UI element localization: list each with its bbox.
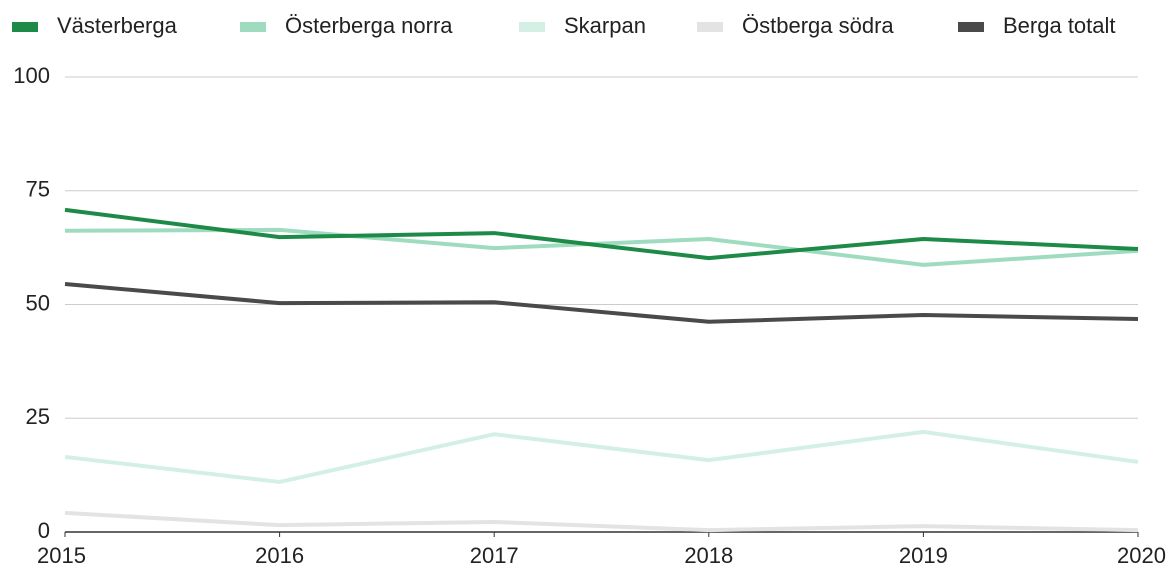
x-tick-label: 2016: [255, 543, 304, 568]
legend-swatch: [240, 22, 266, 32]
x-tick-label: 2019: [899, 543, 948, 568]
series-line: [64, 227, 1139, 267]
y-tick-label: 50: [26, 290, 50, 315]
legend-label: Österberga norra: [285, 13, 453, 38]
legend-label: Berga totalt: [1003, 13, 1116, 38]
legend-label: Skarpan: [564, 13, 646, 38]
y-tick-label: 100: [13, 63, 50, 88]
legend-swatch: [519, 22, 545, 32]
series-line: [64, 207, 1139, 261]
legend-swatch: [958, 22, 984, 32]
x-tick-label: 2018: [684, 543, 733, 568]
x-tick-label: 2017: [470, 543, 519, 568]
legend-label: Västerberga: [57, 13, 178, 38]
legend-swatch: [12, 22, 38, 32]
legend-swatch: [697, 22, 723, 32]
x-tick-label: 2015: [37, 543, 86, 568]
y-tick-label: 25: [26, 404, 50, 429]
legend-label: Östberga södra: [742, 13, 894, 38]
y-tick-label: 75: [26, 177, 50, 202]
series-line: [64, 510, 1139, 533]
x-tick-label: 2020: [1117, 543, 1166, 568]
series-line: [64, 282, 1139, 324]
y-tick-label: 0: [38, 518, 50, 543]
series-line: [64, 429, 1139, 484]
